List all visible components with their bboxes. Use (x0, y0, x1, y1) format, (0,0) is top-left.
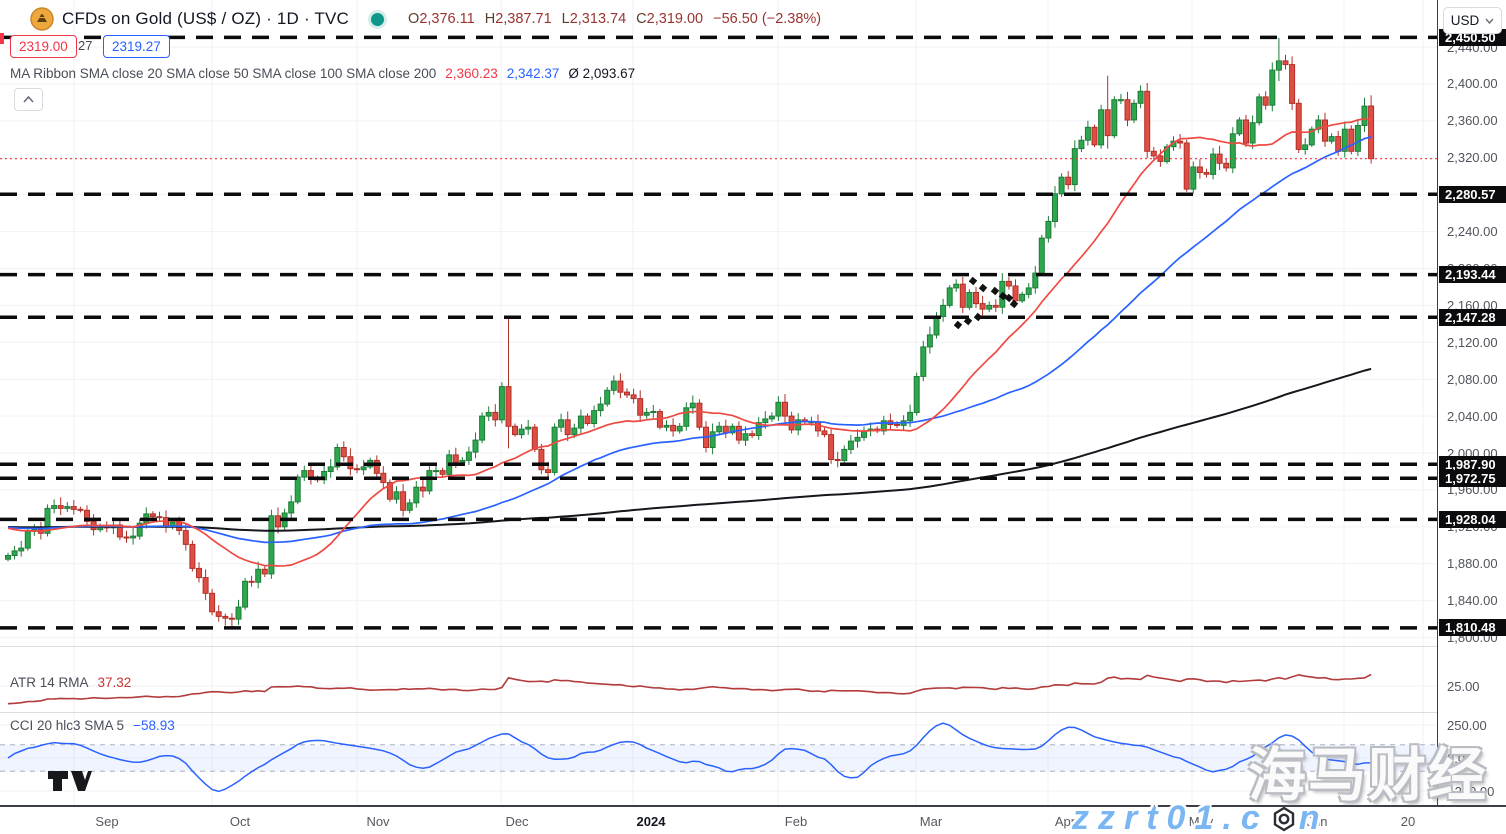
pane-separator-main-atr[interactable] (0, 646, 1506, 647)
chart-header: CFDs on Gold (US$ / OZ) · 1D · TVC O2,37… (30, 6, 821, 32)
price-label-box-blue[interactable]: 2319.27 (103, 35, 170, 58)
sma50-value: 2,342.37 (506, 66, 560, 81)
market-status-dot[interactable] (371, 12, 385, 26)
chart-plot-area[interactable] (0, 0, 1437, 805)
price-tick-label: 2,400.00 (1447, 76, 1498, 92)
ma-ribbon-legend[interactable]: MA Ribbon SMA close 20 SMA close 50 SMA … (10, 66, 635, 81)
price-tick-label: 1,840.00 (1447, 593, 1498, 609)
legend-collapse-button[interactable] (14, 88, 43, 111)
time-axis-label: 20 (1400, 814, 1416, 829)
time-axis-label: Apr (1054, 814, 1076, 829)
left-edge-alert-mark (0, 33, 4, 44)
chevron-down-icon (1485, 18, 1494, 24)
atr-tick-label: 25.00 (1447, 678, 1480, 694)
low-value: 2,313.74 (569, 11, 627, 27)
candlestick-chart-canvas[interactable] (0, 0, 1437, 805)
time-axis-label: Sep (95, 814, 119, 829)
price-tick-label: 2,360.00 (1447, 113, 1498, 129)
time-axis-label: Mar (919, 814, 943, 829)
time-axis-label: 2024 (636, 814, 666, 829)
price-level-badge: 1,810.48 (1439, 619, 1506, 637)
price-axis[interactable]: 2,440.002,400.002,360.002,320.002,280.00… (1437, 0, 1506, 834)
atr-legend[interactable]: ATR 14 RMA 37.32 (10, 675, 131, 690)
currency-toggle-button[interactable]: USD (1443, 7, 1502, 34)
close-value: 2,319.00 (646, 11, 704, 27)
pane-separator-atr-cci[interactable] (0, 712, 1506, 713)
symbol-title[interactable]: CFDs on Gold (US$ / OZ) · 1D · TVC (62, 9, 350, 28)
price-tick-label: 2,040.00 (1447, 408, 1498, 424)
time-axis-label: Feb (784, 814, 808, 829)
price-label-box-red[interactable]: 2319.00 (10, 35, 77, 58)
atr-value: 37.32 (97, 675, 132, 690)
price-tick-label: 2,240.00 (1447, 224, 1498, 240)
sma20-value: 2,360.23 (445, 66, 498, 81)
price-level-badge: 2,147.28 (1439, 308, 1506, 326)
time-axis-label: Jun (1306, 814, 1328, 829)
currency-label: USD (1450, 13, 1480, 28)
price-level-badge: 1,972.75 (1439, 469, 1506, 487)
sma-average-value: Ø 2,093.67 (568, 66, 636, 81)
price-tick-label: 1,880.00 (1447, 556, 1498, 572)
time-axis-label: May (1188, 814, 1214, 829)
price-level-badge: 2,193.44 (1439, 266, 1506, 284)
price-level-badge: 1,987.90 (1439, 455, 1506, 473)
cci-title: CCI 20 hlc3 SMA 5 (10, 718, 125, 733)
chevron-up-icon (23, 96, 34, 103)
cci-value: −58.93 (133, 718, 175, 733)
price-tick-label: 2,080.00 (1447, 371, 1498, 387)
time-axis-label: Nov (366, 814, 390, 829)
time-axis[interactable]: Sep Oct Nov Dec 2024 Feb Mar Apr May Jun 20 (0, 805, 1506, 834)
tradingview-logo-icon[interactable] (46, 769, 94, 793)
time-axis-label: Oct (229, 814, 251, 829)
cci-legend[interactable]: CCI 20 hlc3 SMA 5 −58.93 (10, 718, 175, 733)
price-tick-label: 2,120.00 (1447, 334, 1498, 350)
ohlc-values: O2,376.11 H2,387.71 L2,313.74 C2,319.00 … (408, 11, 822, 27)
cci-tick-label: 0.00 (1447, 750, 1473, 766)
cci-tick-label: −250.00 (1447, 783, 1495, 799)
gold-coin-icon (30, 7, 54, 31)
open-value: 2,376.11 (419, 11, 475, 27)
atr-title: ATR 14 RMA (10, 675, 89, 690)
time-axis-label: Dec (505, 814, 529, 829)
ma-ribbon-title: MA Ribbon SMA close 20 SMA close 50 SMA … (10, 66, 437, 81)
price-level-badge: 2,280.57 (1439, 185, 1506, 203)
price-level-badge: 1,928.04 (1439, 510, 1506, 528)
cci-tick-label: 250.00 (1447, 717, 1487, 733)
price-label-middle: 27 (78, 38, 93, 53)
high-value: 2,387.71 (495, 11, 552, 27)
change-value: −56.50 (−2.38%) (713, 11, 822, 27)
price-tick-label: 2,320.00 (1447, 150, 1498, 166)
